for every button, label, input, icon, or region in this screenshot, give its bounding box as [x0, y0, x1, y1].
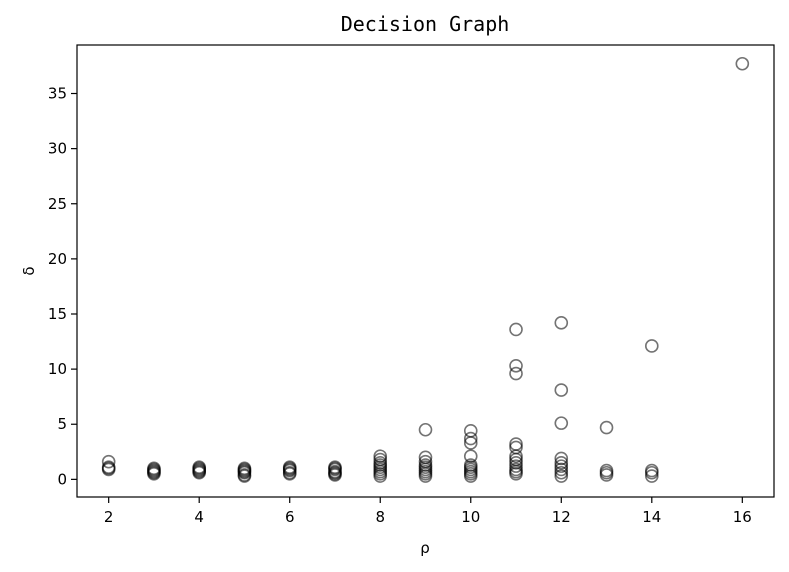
scatter-point [554, 456, 569, 470]
scatter-point [509, 462, 523, 477]
scatter-point [644, 339, 659, 353]
scatter-point [509, 322, 523, 337]
scatter-point [554, 316, 569, 330]
scatter-point [554, 383, 569, 397]
scatter-point [554, 451, 569, 466]
chart-title: Decision Graph [341, 12, 510, 36]
scatter-point [644, 469, 659, 483]
scatter-point [599, 463, 614, 478]
scatter-point [373, 449, 388, 464]
scatter-point [237, 461, 252, 476]
x-tick-label: 4 [194, 508, 204, 526]
scatter-point [463, 431, 478, 446]
x-tick-label: 16 [733, 508, 752, 526]
x-tick-label: 14 [642, 508, 661, 526]
scatter-point [509, 456, 523, 470]
scatter-point [101, 454, 116, 469]
scatter-point [328, 460, 342, 475]
y-tick-label: 10 [48, 360, 67, 378]
y-tick-label: 30 [48, 140, 67, 158]
scatter-point [147, 461, 161, 476]
scatter-point [418, 458, 433, 472]
scatter-point [192, 460, 207, 475]
scatter-point [509, 459, 523, 473]
scatter-point [147, 465, 161, 480]
scatter-point [554, 469, 569, 483]
scatter-point [463, 458, 478, 472]
x-axis-ticks: 2 4 6 8 10 12 14 16 [104, 497, 752, 526]
y-axis-label: δ [20, 266, 38, 275]
scatter-point [463, 424, 478, 438]
scatter-point [644, 463, 659, 478]
scatter-point [554, 462, 569, 477]
scatter-point [554, 459, 569, 473]
scatter-point [373, 456, 388, 470]
x-tick-label: 10 [461, 508, 480, 526]
y-tick-label: 20 [48, 250, 67, 268]
scatter-point [418, 422, 433, 437]
y-tick-label: 25 [48, 195, 67, 213]
x-tick-label: 12 [552, 508, 571, 526]
x-tick-label: 2 [104, 508, 114, 526]
scatter-point [282, 460, 297, 475]
scatter-point [554, 465, 569, 480]
y-tick-label: 15 [48, 305, 67, 323]
scatter-point [418, 454, 433, 469]
scatter-point [735, 56, 750, 71]
scatter-point [509, 440, 523, 455]
plot-area-frame [76, 44, 775, 498]
scatter-point [509, 359, 523, 373]
x-axis-label: ρ [420, 539, 430, 557]
scatter-point [554, 416, 569, 430]
scatter-point [418, 450, 433, 465]
scatter-point [509, 366, 523, 381]
x-tick-label: 8 [375, 508, 385, 526]
y-tick-label: 5 [57, 415, 67, 433]
scatter-points [101, 56, 750, 483]
x-tick-label: 6 [285, 508, 295, 526]
y-tick-label: 0 [57, 470, 67, 488]
scatter-point [101, 461, 116, 476]
scatter-point [509, 437, 523, 451]
y-axis-ticks: 0 5 10 15 20 25 30 35 [48, 85, 77, 488]
scatter-point [463, 449, 478, 464]
y-tick-label: 35 [48, 85, 67, 103]
scatter-point [373, 452, 388, 467]
scatter-point [599, 420, 614, 435]
